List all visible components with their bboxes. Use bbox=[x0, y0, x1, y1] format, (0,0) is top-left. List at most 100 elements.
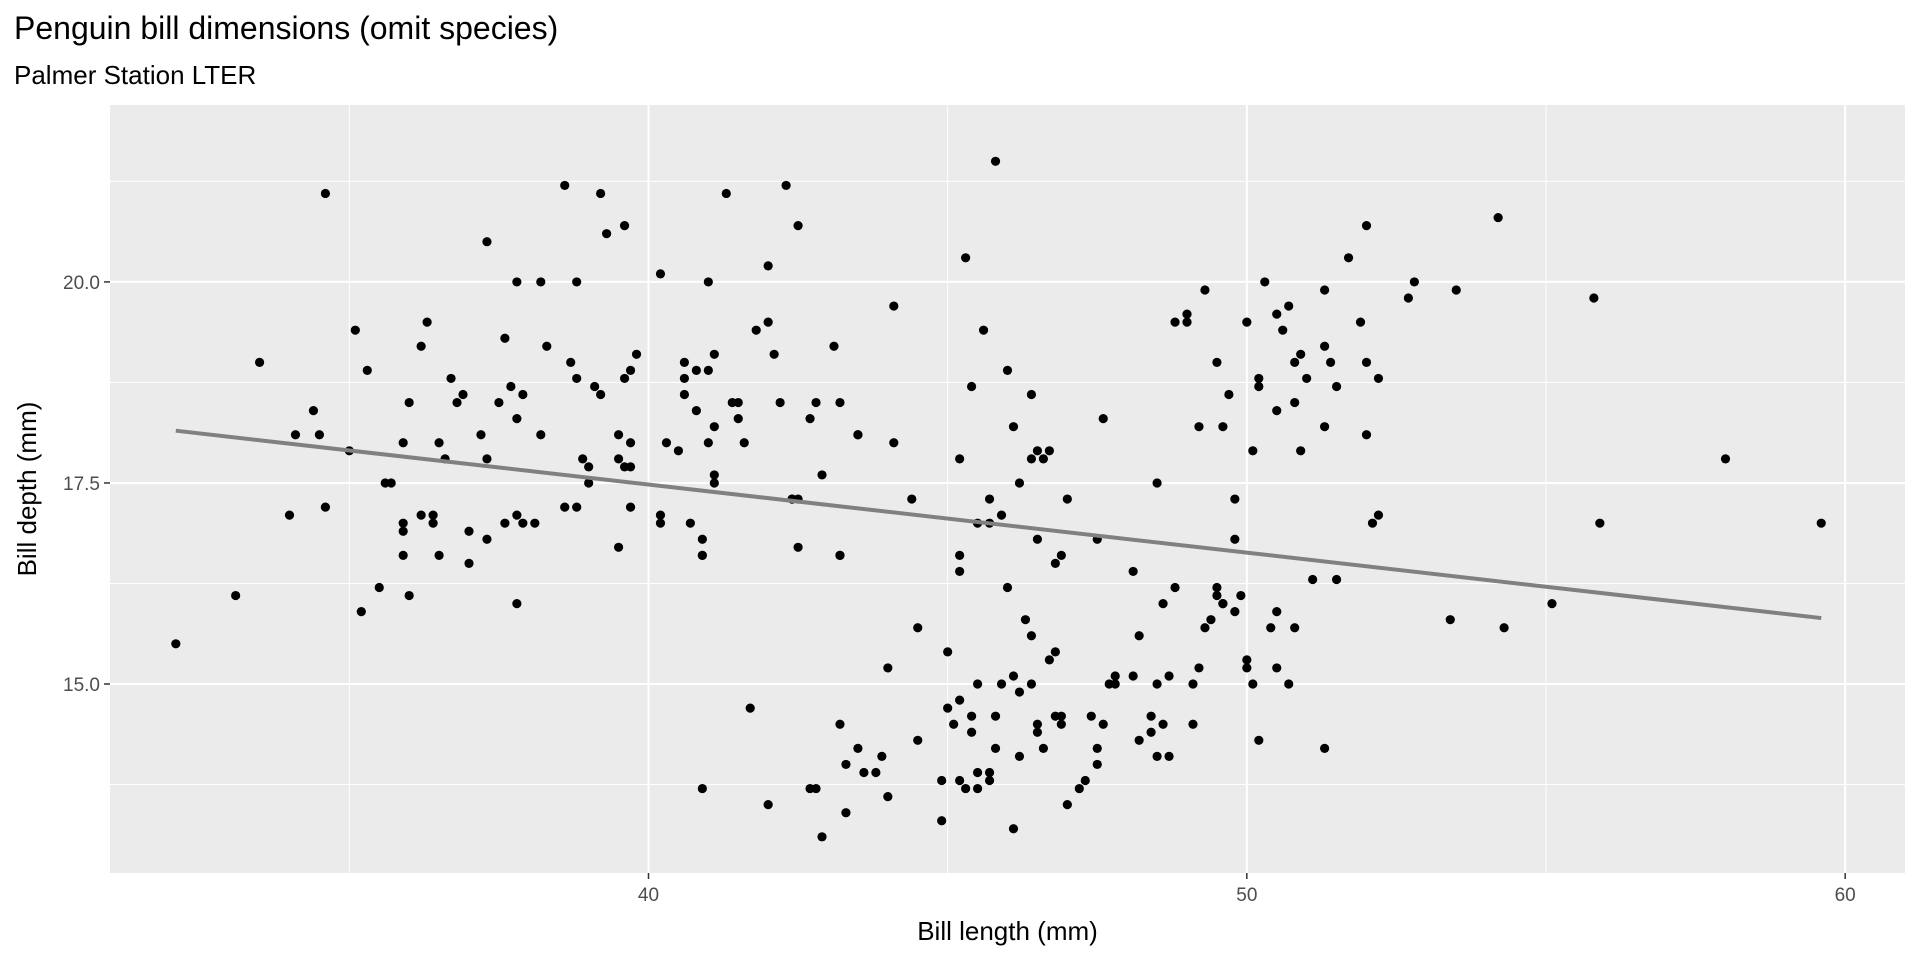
data-point bbox=[877, 751, 887, 761]
data-point bbox=[679, 389, 690, 400]
data-point bbox=[1092, 759, 1102, 770]
data-point bbox=[1445, 615, 1455, 625]
data-point bbox=[1361, 357, 1372, 367]
data-point bbox=[679, 373, 690, 384]
data-point bbox=[619, 373, 630, 384]
data-point bbox=[542, 341, 552, 351]
data-point bbox=[1014, 751, 1025, 761]
data-point bbox=[739, 438, 749, 448]
data-point bbox=[631, 349, 642, 359]
data-point bbox=[853, 430, 863, 440]
data-point bbox=[404, 397, 414, 408]
data-point bbox=[625, 365, 636, 375]
data-point bbox=[482, 237, 492, 247]
data-point bbox=[1290, 397, 1300, 408]
data-point bbox=[655, 510, 666, 520]
data-point bbox=[1272, 405, 1282, 416]
data-point bbox=[566, 357, 576, 367]
data-point bbox=[584, 478, 594, 488]
data-point bbox=[943, 703, 953, 713]
data-point bbox=[769, 349, 779, 359]
data-point bbox=[1242, 655, 1252, 665]
data-point bbox=[1493, 212, 1503, 223]
data-point bbox=[1152, 751, 1162, 761]
data-point bbox=[1343, 253, 1354, 263]
data-point bbox=[775, 397, 785, 408]
data-point bbox=[398, 518, 408, 528]
data-point bbox=[314, 430, 325, 440]
data-point bbox=[1110, 679, 1120, 689]
data-point bbox=[1296, 349, 1306, 359]
data-point bbox=[1326, 357, 1336, 367]
data-point bbox=[1170, 317, 1180, 327]
data-point bbox=[1032, 534, 1043, 544]
data-point bbox=[1146, 727, 1156, 737]
data-point bbox=[1290, 357, 1300, 367]
data-point bbox=[685, 518, 695, 528]
data-point bbox=[751, 325, 761, 335]
data-point bbox=[1062, 800, 1072, 810]
data-point bbox=[1272, 607, 1282, 617]
data-point bbox=[404, 590, 414, 601]
data-point bbox=[703, 438, 713, 448]
data-point bbox=[1074, 783, 1084, 794]
data-point bbox=[967, 711, 977, 721]
data-point bbox=[452, 397, 462, 408]
x-axis: 40 50 60 bbox=[638, 873, 1856, 906]
data-point bbox=[955, 454, 965, 464]
data-point bbox=[1320, 743, 1330, 753]
data-point bbox=[434, 438, 444, 448]
y-tick-label: 15.0 bbox=[63, 675, 100, 696]
data-point bbox=[1170, 582, 1180, 593]
data-point bbox=[1152, 679, 1162, 689]
data-point bbox=[697, 783, 707, 794]
data-point bbox=[709, 470, 719, 480]
data-point bbox=[1044, 446, 1054, 456]
data-point bbox=[709, 478, 719, 488]
data-point bbox=[1182, 309, 1192, 319]
data-point bbox=[458, 389, 468, 400]
data-point bbox=[1290, 623, 1300, 633]
data-point bbox=[745, 703, 755, 713]
data-point bbox=[1206, 615, 1216, 625]
data-point bbox=[362, 365, 372, 375]
data-point bbox=[482, 534, 492, 544]
data-point bbox=[1320, 341, 1330, 351]
data-point bbox=[625, 502, 636, 512]
data-point bbox=[835, 719, 845, 729]
data-point bbox=[1098, 414, 1108, 424]
data-point bbox=[1164, 751, 1174, 761]
data-point bbox=[1200, 285, 1210, 295]
minor-gridlines bbox=[110, 105, 1905, 873]
data-point bbox=[560, 180, 570, 191]
data-point bbox=[1595, 518, 1605, 528]
data-point bbox=[972, 767, 983, 778]
data-point bbox=[1254, 373, 1264, 384]
data-point bbox=[1296, 446, 1306, 456]
data-point bbox=[1020, 615, 1031, 625]
data-point bbox=[1188, 719, 1198, 729]
data-point bbox=[500, 333, 510, 343]
data-point bbox=[955, 550, 965, 560]
data-point bbox=[1056, 719, 1066, 729]
data-point bbox=[506, 381, 516, 392]
data-point bbox=[518, 518, 528, 528]
data-point bbox=[691, 365, 701, 375]
data-point bbox=[984, 494, 995, 504]
data-point bbox=[1032, 727, 1043, 737]
data-point bbox=[853, 743, 863, 753]
data-point bbox=[602, 229, 612, 239]
data-point bbox=[709, 349, 719, 359]
data-point bbox=[978, 325, 989, 335]
data-point bbox=[955, 566, 965, 577]
data-point bbox=[1008, 824, 1019, 834]
data-point bbox=[763, 261, 773, 271]
data-point bbox=[374, 582, 384, 593]
data-point bbox=[1056, 711, 1066, 721]
data-point bbox=[1236, 590, 1246, 601]
data-point bbox=[1254, 735, 1264, 745]
data-point bbox=[697, 550, 707, 560]
data-point bbox=[500, 518, 510, 528]
data-point bbox=[967, 381, 977, 392]
data-point bbox=[955, 695, 965, 705]
